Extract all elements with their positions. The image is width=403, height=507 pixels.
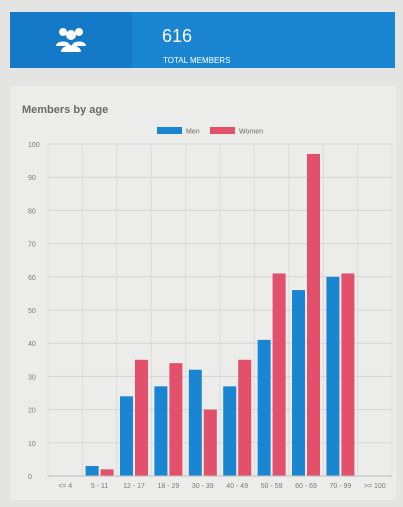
x-tick-label: 50 - 59	[261, 483, 283, 490]
chart-axis: 0 10 20 30 40 50 60 70 80 90 100 <= 4 5 - 11 12 - 17 1…	[28, 142, 392, 490]
y-tick-label: 40	[28, 341, 36, 348]
x-tick-label: 12 - 17	[123, 483, 145, 490]
legend-label-men: Men	[186, 129, 200, 136]
legend-swatch-men	[157, 127, 182, 134]
bar-men-8	[292, 290, 305, 476]
x-tick-label: 40 - 49	[226, 483, 248, 490]
chart-bars	[85, 153, 355, 476]
y-tick-label: 100	[28, 142, 40, 149]
bar-women-3	[135, 359, 148, 476]
x-tick-label: 60 - 69	[295, 483, 317, 490]
bar-men-5	[188, 369, 202, 476]
bar-women-2	[100, 469, 114, 476]
bar-men-2	[85, 466, 99, 476]
bar-women-7	[272, 273, 286, 476]
y-tick-label: 90	[28, 175, 36, 182]
y-tick-label: 10	[28, 441, 36, 448]
y-tick-label: 80	[28, 208, 36, 215]
users-icon	[56, 28, 86, 52]
total-members-label: TOTAL MEMBERS	[163, 56, 231, 65]
bar-men-3	[120, 396, 133, 476]
bar-women-9	[341, 273, 355, 476]
y-tick-label: 20	[28, 408, 36, 415]
x-tick-label: >= 100	[364, 483, 386, 490]
total-members-value: 616	[162, 26, 193, 46]
x-tick-label: <= 4	[58, 483, 72, 490]
x-tick-label: 70 - 99	[330, 483, 352, 490]
legend-label-women: Women	[239, 129, 263, 136]
bar-women-6	[238, 359, 252, 476]
bar-men-9	[326, 276, 340, 476]
bar-men-4	[154, 386, 168, 476]
bar-men-6	[223, 386, 237, 476]
y-tick-label: 60	[28, 275, 36, 282]
chart-legend: Men Women	[157, 127, 263, 136]
y-tick-label: 70	[28, 242, 36, 249]
bar-women-5	[203, 409, 217, 476]
y-tick-label: 30	[28, 374, 36, 381]
bar-women-8	[307, 153, 320, 476]
bar-women-4	[169, 363, 183, 476]
x-tick-label: 18 - 29	[158, 483, 180, 490]
members-by-age-panel: 0 10 20 30 40 50 60 70 80 90 100 <= 4 5 - 11 12 - 17 1…	[10, 86, 396, 500]
stats-header: 616 TOTAL MEMBERS	[10, 12, 395, 68]
x-tick-label: 30 - 39	[192, 483, 214, 490]
x-tick-label: 5 - 11	[91, 483, 108, 490]
y-tick-label: 0	[28, 474, 32, 481]
y-tick-label: 50	[28, 308, 36, 315]
chart-title: Members by age	[22, 104, 109, 116]
legend-swatch-women	[210, 127, 235, 134]
bar-men-7	[257, 339, 271, 476]
chart-grid	[47, 143, 393, 477]
members-icon-box	[10, 12, 132, 68]
members-by-age-chart: 0 10 20 30 40 50 60 70 80 90 100 <= 4 5 - 11 12 - 17 1…	[28, 127, 393, 490]
